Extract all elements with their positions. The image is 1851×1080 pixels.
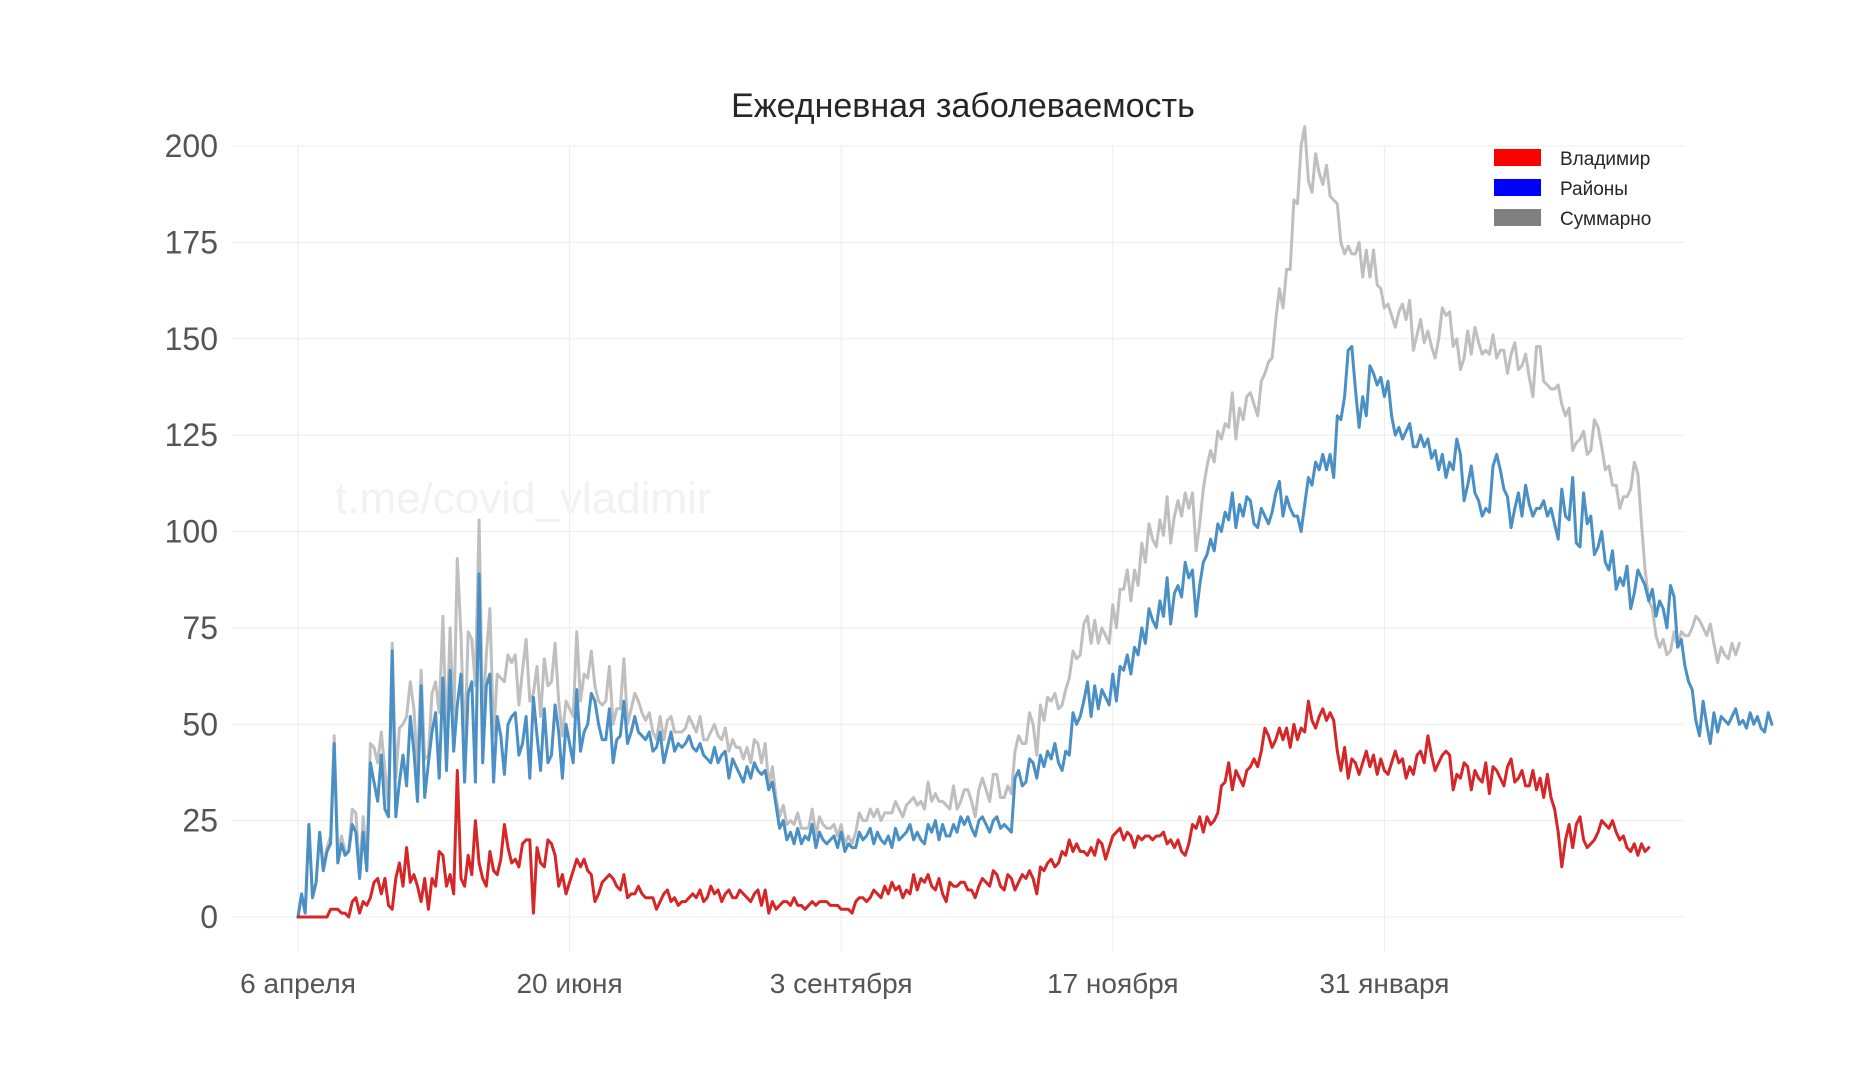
series-line-2: [296, 345, 1774, 919]
y-tick-label: 25: [182, 803, 218, 839]
chart-title: Ежедневная заболеваемость: [731, 87, 1195, 125]
x-tick-label: 31 января: [1319, 968, 1449, 999]
x-tick-label: 17 ноября: [1047, 968, 1179, 999]
x-axis-ticks: 6 апреля 20 июня 3 сентября 17 ноября 31 янв…: [240, 968, 1449, 999]
legend-swatch: [1494, 209, 1541, 226]
y-tick-label: 175: [165, 224, 218, 260]
y-tick-label: 0: [200, 899, 218, 935]
watermark: t.me/covid_vladimir: [335, 474, 712, 523]
x-tick-label: 3 сентября: [770, 968, 913, 999]
y-tick-label: 75: [182, 610, 218, 646]
legend-swatch: [1494, 149, 1541, 166]
series-line-3: [296, 125, 1741, 919]
y-tick-label: 150: [165, 321, 218, 357]
legend-label: Владимир: [1560, 149, 1650, 170]
y-tick-label: 125: [165, 417, 218, 453]
grid: [232, 145, 1684, 952]
y-tick-label: 50: [182, 706, 218, 742]
x-tick-label: 20 июня: [516, 968, 622, 999]
y-tick-label: 100: [165, 514, 218, 550]
series-lines: [296, 125, 1774, 919]
series-line-1: [296, 699, 1651, 919]
y-tick-label: 200: [165, 128, 218, 164]
legend-swatch: [1494, 179, 1541, 196]
x-tick-label: 6 апреля: [240, 968, 356, 999]
legend-label: Суммарно: [1560, 209, 1651, 230]
y-axis-ticks: 0 25 50 75 100 125 150 175 200: [165, 128, 218, 935]
legend-label: Районы: [1560, 179, 1628, 200]
legend: Владимир Районы Суммарно: [1494, 149, 1651, 230]
